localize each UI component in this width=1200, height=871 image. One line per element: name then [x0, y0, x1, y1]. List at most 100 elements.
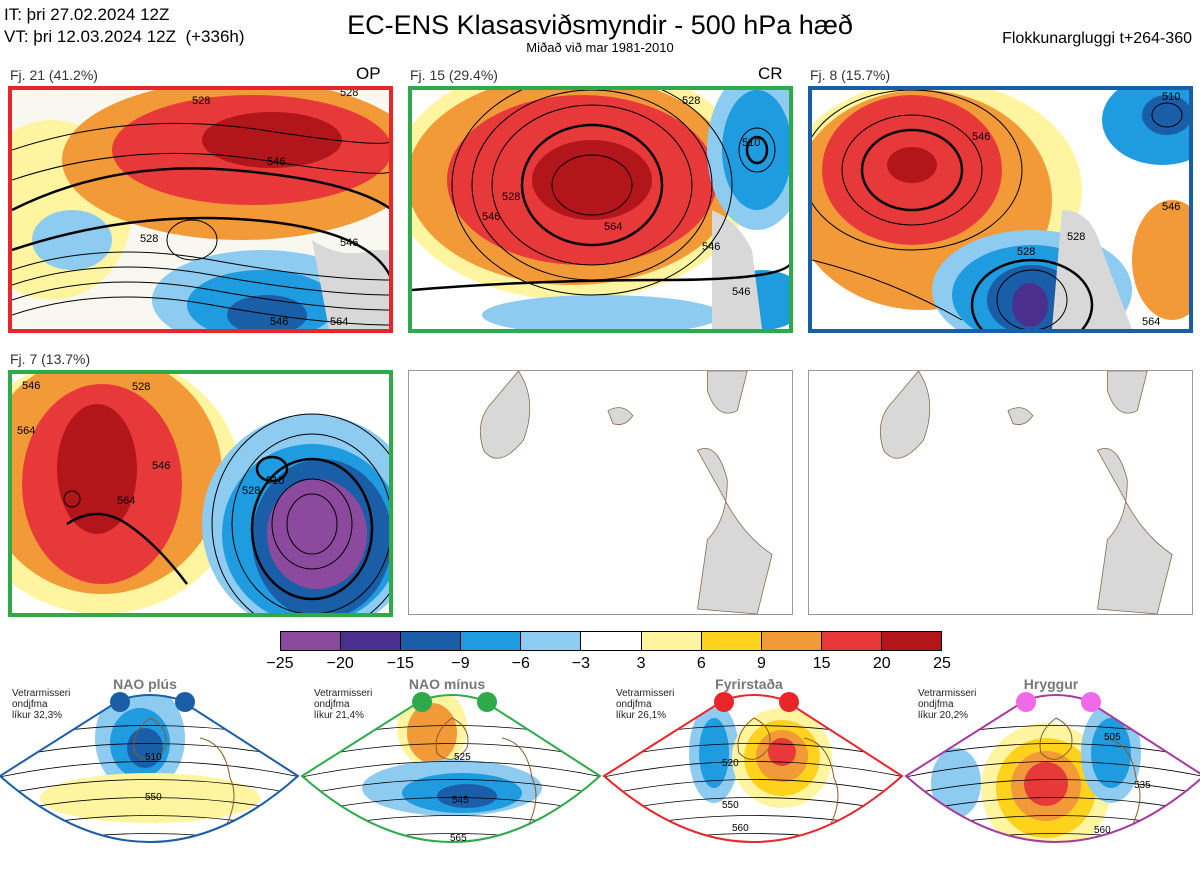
colorbar-swatch	[881, 632, 942, 650]
cluster-map-1: 528 546 528 546 528 546 564	[12, 90, 389, 329]
panel-3-label: Fj. 8 (15.7%)	[810, 67, 891, 83]
contour-label: 546	[267, 156, 285, 168]
contour-label: 528	[132, 381, 150, 393]
regime-meta-line: ondjfma	[918, 699, 954, 710]
header-run-info: IT: þri 27.02.2024 12Z VT: þri 12.03.202…	[4, 4, 245, 48]
contour-label: 546	[22, 380, 40, 392]
cluster-panel-4[interactable]: 546 528 510 528 564 546 564	[8, 370, 393, 617]
contour-label: 528	[1067, 231, 1085, 243]
contour-label: 510	[266, 475, 284, 487]
colorbar-swatch	[521, 632, 582, 650]
base-map-1	[409, 371, 792, 614]
regime-meta: Vetrarmisseri ondjfma líkur 21,4%	[314, 688, 372, 721]
contour-label: 510	[1162, 91, 1180, 103]
contour-label: 546	[972, 131, 990, 143]
colorbar-tick-label: 25	[933, 655, 951, 672]
regime-meta-line: Vetrarmisseri	[314, 688, 373, 699]
regime-contour-label: 525	[454, 752, 471, 763]
regime-contour-label: 545	[452, 795, 469, 806]
contour-label: 546	[702, 241, 720, 253]
regime-marker-dot	[779, 692, 799, 712]
colorbar-swatch	[581, 632, 642, 650]
panel-2-label: Fj. 15 (29.4%)	[410, 67, 498, 83]
contour-label: 546	[732, 286, 750, 298]
regime-marker-dot	[110, 692, 130, 712]
regime-title: NAO mínus	[408, 676, 486, 692]
page-subtitle: Miðað við mar 1981-2010	[526, 40, 674, 55]
cluster-map-3: 546 528 528 546 564 510	[812, 90, 1189, 329]
regime-meta-line: ondjfma	[616, 699, 652, 710]
cluster-map-4: 546 528 510 528 564 546 564	[12, 374, 389, 613]
colorbar-tick-label: 3	[636, 655, 646, 672]
regime-marker-dot	[412, 692, 432, 712]
contour-label: 528	[140, 233, 158, 245]
colorbar-swatch	[821, 632, 882, 650]
contour-label: 546	[482, 211, 500, 223]
colorbar-tick-label: 9	[757, 655, 766, 672]
regime-meta-line: ondjfma	[12, 699, 48, 710]
regime-map: 510 550	[0, 694, 300, 843]
regime-contour-label: 560	[1094, 825, 1111, 836]
cluster-map-2: 528 546 510 564 546 546 528	[412, 90, 789, 329]
classification-window: Flokkunargluggi t+264-360	[1002, 30, 1192, 47]
colorbar-tick-label: −3	[571, 655, 591, 672]
regime-contour-label: 560	[732, 823, 749, 834]
panel-1-label: Fj. 21 (41.2%)	[10, 67, 98, 83]
panel-4-label: Fj. 7 (13.7%)	[10, 351, 91, 367]
regime-meta: Vetrarmisseri ondjfma líkur 20,2%	[918, 688, 976, 721]
contour-label: 528	[682, 95, 700, 107]
contour-label: 510	[742, 137, 760, 149]
contour-label: 564	[117, 495, 135, 507]
colorbar-swatch	[701, 632, 762, 650]
regime-meta-line: líkur 32,3%	[12, 710, 63, 721]
cluster-panel-3[interactable]: 546 528 528 546 564 510	[808, 86, 1193, 333]
regime-marker-dot	[714, 692, 734, 712]
contour-label: 564	[17, 425, 35, 437]
empty-panel-1	[408, 370, 793, 615]
regime-map: 520 550 560	[602, 694, 904, 843]
colorbar-tick-label: −15	[386, 655, 414, 672]
colorbar-tick-label: −25	[266, 655, 294, 672]
regime-1: 510 550 NAO plús Vetrarmisseri ondjfma líkur …	[0, 676, 300, 868]
regime-marker-dot	[477, 692, 497, 712]
regime-contour-label: 505	[1104, 732, 1121, 743]
regime-contour-label: 550	[145, 792, 162, 803]
colorbar-swatch	[281, 632, 342, 650]
contour-label: 546	[270, 316, 288, 328]
regime-contour-label: 535	[1134, 780, 1151, 791]
colorbar-swatch	[761, 632, 822, 650]
regime-3: 520 550 560 Fyrirstaða Vetrarmisseri ondjfma l…	[602, 676, 904, 868]
regime-marker-dot	[175, 692, 195, 712]
base-map-2	[809, 371, 1192, 614]
contour-label: 528	[192, 95, 210, 107]
colorbar-swatch	[641, 632, 702, 650]
panel-1-code: OP	[356, 64, 381, 83]
colorbar	[280, 631, 942, 651]
regime-map: 505 535 560	[904, 694, 1200, 843]
regime-map: 525 545 565	[300, 694, 602, 844]
contour-label: 564	[604, 221, 622, 233]
colorbar-tick-label: −6	[511, 655, 530, 672]
colorbar-tick-label: 20	[872, 655, 891, 672]
colorbar-tick-label: −9	[451, 655, 470, 672]
colorbar-tick-label: 6	[696, 655, 706, 672]
regime-meta-line: líkur 21,4%	[314, 710, 365, 721]
colorbar-swatch	[401, 632, 462, 650]
regime-2: 525 545 565 NAO mínus Vetrarmisseri ondjfma lí…	[300, 676, 602, 868]
regime-meta: Vetrarmisseri ondjfma líkur 26,1%	[616, 688, 674, 721]
regime-title: Hryggur	[1023, 676, 1079, 692]
regime-contour-label: 550	[722, 800, 739, 811]
page-title: EC-ENS Klasasviðsmyndir - 500 hPa hæð	[347, 10, 853, 40]
panel-2-code: CR	[758, 64, 783, 83]
regime-meta-line: líkur 26,1%	[616, 710, 667, 721]
regime-meta: Vetrarmisseri ondjfma líkur 32,3%	[12, 688, 70, 721]
regime-meta-line: Vetrarmisseri	[12, 688, 71, 699]
regime-contour-label: 565	[450, 833, 467, 844]
regime-meta-line: ondjfma	[314, 699, 350, 710]
cluster-panel-1[interactable]: 528 546 528 546 528 546 564	[8, 86, 393, 333]
contour-label: 564	[1142, 316, 1160, 328]
regime-marker-dot	[1016, 692, 1036, 712]
init-time: IT: þri 27.02.2024 12Z	[4, 5, 170, 24]
contour-label: 564	[330, 316, 348, 328]
cluster-panel-2[interactable]: 528 546 510 564 546 546 528	[408, 86, 793, 333]
